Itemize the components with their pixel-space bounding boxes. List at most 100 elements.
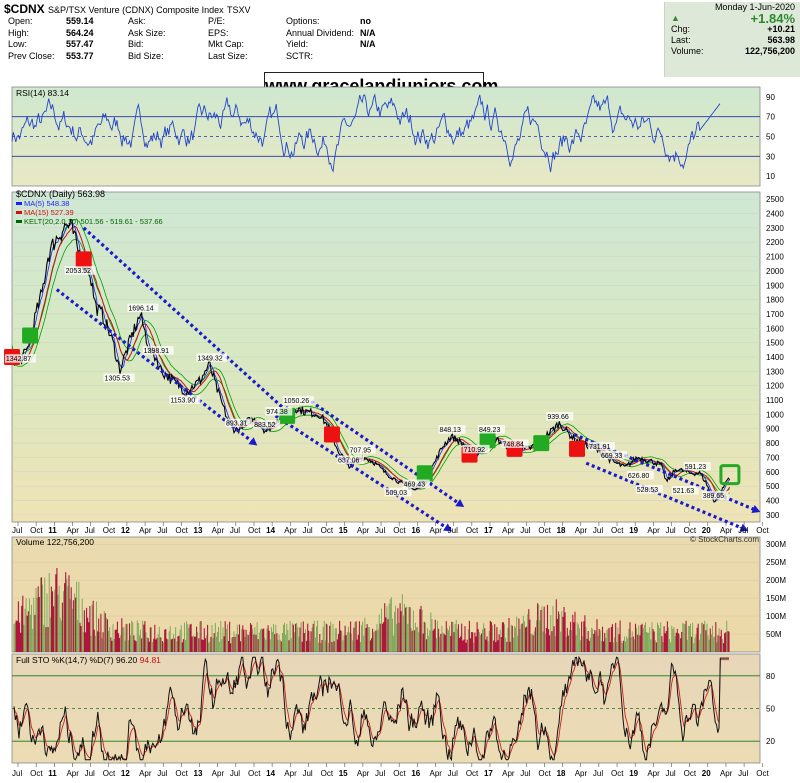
price-tick-label: 1400 <box>766 353 784 362</box>
x-tick-label: Oct <box>393 769 406 778</box>
price-tick-label: 800 <box>766 439 780 448</box>
rsi-tick-label: 10 <box>766 172 775 181</box>
trend-line <box>310 400 462 507</box>
price-annotation: 1305.53 <box>105 376 130 383</box>
price-line <box>11 218 731 503</box>
stochastic-panel: 20 50 80 Full STO %K(14,7) %D(7) 96.20 94.8… <box>11 653 775 764</box>
price-annotation-bg <box>626 470 654 480</box>
x-tick-label: Apr <box>284 769 297 778</box>
price-annotation-bg <box>477 425 505 434</box>
x-tick-label: Jul <box>448 526 458 535</box>
price-tick-label: 1200 <box>766 382 784 391</box>
last-trade-label: Last: <box>671 35 691 45</box>
x-tick-label: Jul <box>85 526 95 535</box>
keltner-upper-line <box>11 219 730 493</box>
price-annotation-bg <box>196 353 228 362</box>
sell-signal-box <box>569 440 586 457</box>
stochastic-d-line <box>13 659 729 760</box>
x-tick-label: Oct <box>248 526 261 535</box>
price-annotation: 710.92 <box>464 447 486 454</box>
price-annotation: 1342.87 <box>6 356 31 363</box>
x-tick-label: 13 <box>194 769 203 778</box>
x-tick-label: Oct <box>103 526 116 535</box>
volume-tick-label: 250M <box>766 558 786 567</box>
quote-row: Open: 559.14 <box>8 16 94 28</box>
x-tick-label: 19 <box>629 526 638 535</box>
x-tick-label: Apr <box>66 769 79 778</box>
quote-row: Bid Size: <box>128 51 200 63</box>
x-tick-label: Apr <box>575 526 588 535</box>
price-annotation-bg <box>4 354 36 363</box>
last-trade-row: Volume: 122,756,200 <box>665 46 800 57</box>
quote-row: Yield: N/A <box>286 39 376 51</box>
price-annotation: 521.63 <box>673 488 695 495</box>
quote-header: $CDNX S&P/TSX Venture (CDNX) Composite I… <box>4 2 800 77</box>
stochastic-tick-label: 50 <box>766 705 775 714</box>
x-tick-label: Oct <box>321 526 334 535</box>
quote-value: N/A <box>360 39 376 49</box>
trend-arrowhead <box>443 523 453 532</box>
x-tick-label: Apr <box>357 526 370 535</box>
change-percent: +1.84% <box>750 11 795 26</box>
rsi-panel: 10 30 50 70 90 RSI(14) 83.14 <box>11 86 775 187</box>
price-annotation: 469.43 <box>404 482 426 489</box>
price-tick-label: 2300 <box>766 224 784 233</box>
x-tick-label: Apr <box>575 769 588 778</box>
x-tick-label: Oct <box>30 526 43 535</box>
x-tick-label: 16 <box>411 769 420 778</box>
symbol-title: $CDNX S&P/TSX Venture (CDNX) Composite I… <box>4 2 250 16</box>
x-tick-label: 14 <box>266 526 275 535</box>
x-tick-label: Oct <box>611 526 624 535</box>
price-annotation-bg <box>225 418 253 428</box>
price-annotation-bg <box>169 395 201 404</box>
stochastic-tick-label: 80 <box>766 672 775 681</box>
quote-row: High: 564.24 <box>8 28 94 40</box>
price-tick-label: 500 <box>766 482 780 491</box>
x-tick-label: Oct <box>684 769 697 778</box>
price-annotation: 939.66 <box>547 414 569 421</box>
price-tick-label: 2000 <box>766 267 784 276</box>
price-annotation-bg <box>337 455 365 464</box>
price-annotation-bg <box>282 396 314 405</box>
x-tick-label: Apr <box>720 526 733 535</box>
rsi-label: RSI(14) 83.14 <box>16 88 69 98</box>
last-trade-value: 122,756,200 <box>744 46 795 56</box>
quote-value: 559.14 <box>66 16 94 26</box>
buy-signal-box <box>22 327 39 344</box>
volume-bars-down <box>15 568 730 652</box>
trend-line <box>585 461 746 531</box>
x-tick-label: Oct <box>756 526 769 535</box>
symbol: $CDNX <box>4 2 45 16</box>
x-axis: Jul Jul Oct Oct 11 11 Apr Apr Jul Jul Oct Oct 12 12 Ap… <box>12 522 769 778</box>
credit-label: © StockCharts.com <box>690 535 760 544</box>
up-arrow-icon: ▲ <box>671 13 680 23</box>
x-tick-label: Jul <box>230 769 240 778</box>
exchange: TSXV <box>226 5 251 15</box>
buy-signal-box <box>416 465 433 482</box>
x-tick-label: 18 <box>557 769 566 778</box>
price-annotation-bg <box>402 479 430 489</box>
x-tick-label: Oct <box>611 769 624 778</box>
x-tick-label: Jul <box>157 526 167 535</box>
rsi-tick-label: 50 <box>766 133 775 142</box>
x-tick-label: 12 <box>121 769 130 778</box>
x-tick-label: Oct <box>466 769 479 778</box>
price-annotation: 2053.52 <box>66 268 91 275</box>
price-annotation-bg <box>501 439 529 448</box>
price-annotation: 1696.14 <box>128 306 153 313</box>
volume-tick-label: 100M <box>766 612 786 621</box>
price-tick-label: 700 <box>766 453 780 462</box>
trend-arrowhead <box>751 505 761 514</box>
quote-value: no <box>360 16 371 26</box>
quote-date: Monday 1-Jun-2020 <box>714 2 795 12</box>
price-annotation: 848.13 <box>439 427 461 434</box>
quote-label: Options: <box>286 16 320 26</box>
price-tick-label: 900 <box>766 425 780 434</box>
price-annotation-bg <box>588 441 616 451</box>
rsi-tick-label: 90 <box>766 93 775 102</box>
price-annotation-bg <box>253 420 281 429</box>
legend-swatch <box>16 211 22 214</box>
price-tick-label: 300 <box>766 511 780 520</box>
sell-signal-box <box>75 251 92 268</box>
price-tick-label: 1500 <box>766 339 784 348</box>
